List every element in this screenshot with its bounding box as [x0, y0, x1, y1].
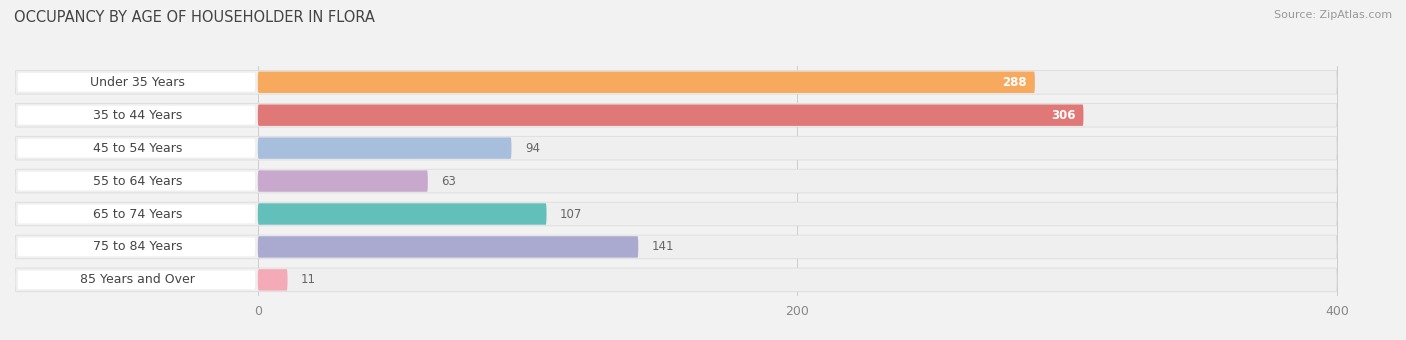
Text: 85 Years and Over: 85 Years and Over: [80, 273, 195, 286]
FancyBboxPatch shape: [18, 73, 254, 92]
Text: 63: 63: [441, 174, 456, 188]
FancyBboxPatch shape: [18, 106, 254, 125]
FancyBboxPatch shape: [18, 139, 254, 157]
FancyBboxPatch shape: [15, 202, 1337, 226]
Text: 288: 288: [1002, 76, 1026, 89]
FancyBboxPatch shape: [257, 236, 638, 258]
Text: 55 to 64 Years: 55 to 64 Years: [93, 174, 183, 188]
Text: 45 to 54 Years: 45 to 54 Years: [93, 142, 183, 155]
FancyBboxPatch shape: [15, 235, 1337, 259]
FancyBboxPatch shape: [15, 268, 1337, 292]
FancyBboxPatch shape: [257, 203, 547, 225]
Text: 35 to 44 Years: 35 to 44 Years: [93, 109, 183, 122]
Text: 107: 107: [560, 207, 582, 221]
FancyBboxPatch shape: [18, 270, 254, 289]
FancyBboxPatch shape: [15, 169, 1337, 193]
FancyBboxPatch shape: [257, 104, 1084, 126]
Text: 306: 306: [1050, 109, 1076, 122]
Text: 141: 141: [652, 240, 675, 253]
FancyBboxPatch shape: [15, 70, 1337, 94]
FancyBboxPatch shape: [257, 137, 512, 159]
FancyBboxPatch shape: [18, 205, 254, 223]
FancyBboxPatch shape: [15, 103, 1337, 127]
FancyBboxPatch shape: [15, 136, 1337, 160]
Text: OCCUPANCY BY AGE OF HOUSEHOLDER IN FLORA: OCCUPANCY BY AGE OF HOUSEHOLDER IN FLORA: [14, 10, 375, 25]
FancyBboxPatch shape: [257, 71, 1035, 93]
Text: Under 35 Years: Under 35 Years: [90, 76, 186, 89]
FancyBboxPatch shape: [18, 238, 254, 256]
Text: 65 to 74 Years: 65 to 74 Years: [93, 207, 183, 221]
Text: 11: 11: [301, 273, 316, 286]
Text: Source: ZipAtlas.com: Source: ZipAtlas.com: [1274, 10, 1392, 20]
Text: 94: 94: [524, 142, 540, 155]
Text: 75 to 84 Years: 75 to 84 Years: [93, 240, 183, 253]
FancyBboxPatch shape: [18, 172, 254, 190]
FancyBboxPatch shape: [257, 269, 287, 291]
FancyBboxPatch shape: [257, 170, 427, 192]
